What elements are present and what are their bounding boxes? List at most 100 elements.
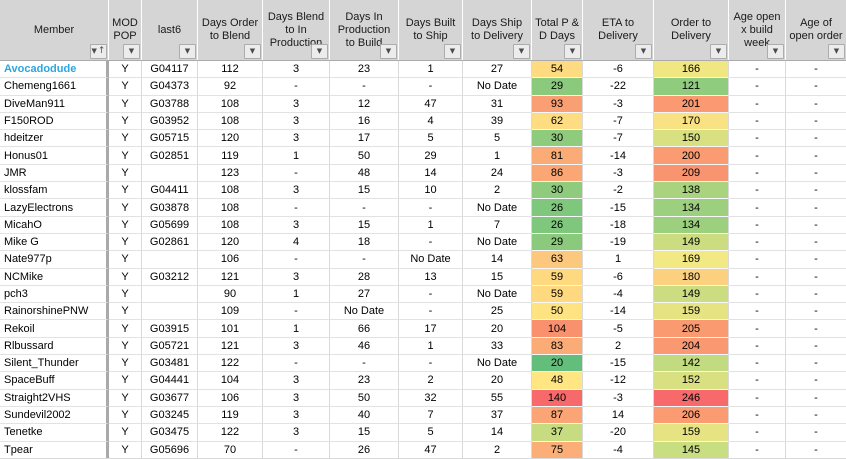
cell-total_pd[interactable]: 83 — [532, 337, 583, 356]
cell-blend_prod[interactable]: 3 — [263, 337, 330, 356]
cell-age_build[interactable]: - — [729, 182, 786, 200]
cell-blend_prod[interactable]: - — [263, 164, 330, 183]
cell-last6[interactable]: G03788 — [142, 95, 198, 113]
cell-age_order[interactable]: - — [786, 424, 846, 442]
cell-built_ship[interactable]: 32 — [399, 389, 463, 407]
cell-mod_pop[interactable]: Y — [109, 199, 142, 217]
cell-last6[interactable]: G04411 — [142, 182, 198, 200]
cell-ship_deliv[interactable]: 27 — [463, 61, 532, 79]
cell-ship_deliv[interactable]: 31 — [463, 95, 532, 113]
filter-button-age_build[interactable]: ▼ — [767, 44, 784, 59]
cell-blend_prod[interactable]: 3 — [263, 389, 330, 407]
cell-total_pd[interactable]: 30 — [532, 130, 583, 148]
cell-order_blend[interactable]: 108 — [198, 199, 263, 217]
cell-prod_build[interactable]: - — [330, 251, 399, 269]
cell-member[interactable]: Silent_Thunder — [0, 355, 109, 373]
cell-last6[interactable]: G05699 — [142, 216, 198, 234]
cell-blend_prod[interactable]: 3 — [263, 182, 330, 200]
cell-total_pd[interactable]: 62 — [532, 112, 583, 131]
cell-built_ship[interactable]: 4 — [399, 112, 463, 131]
cell-member[interactable]: klossfam — [0, 182, 109, 200]
cell-order_blend[interactable]: 120 — [198, 233, 263, 252]
cell-built_ship[interactable]: 5 — [399, 130, 463, 148]
cell-age_build[interactable]: - — [729, 389, 786, 407]
cell-blend_prod[interactable]: 3 — [263, 424, 330, 442]
cell-order_blend[interactable]: 104 — [198, 372, 263, 390]
filter-button-mod_pop[interactable]: ▼ — [123, 44, 140, 59]
cell-age_order[interactable]: - — [786, 61, 846, 79]
cell-mod_pop[interactable]: Y — [109, 251, 142, 269]
cell-order_blend[interactable]: 122 — [198, 355, 263, 373]
cell-mod_pop[interactable]: Y — [109, 233, 142, 252]
cell-prod_build[interactable]: 46 — [330, 337, 399, 356]
cell-last6[interactable] — [142, 303, 198, 321]
cell-age_order[interactable]: - — [786, 96, 846, 113]
cell-eta[interactable]: 2 — [583, 337, 654, 356]
cell-order_blend[interactable]: 108 — [198, 182, 263, 200]
cell-prod_build[interactable]: 48 — [330, 164, 399, 183]
cell-built_ship[interactable]: - — [399, 285, 463, 304]
cell-ship_deliv[interactable]: No Date — [463, 78, 532, 96]
cell-order_deliv[interactable]: 170 — [654, 112, 729, 131]
cell-blend_prod[interactable]: 1 — [263, 320, 330, 338]
cell-member[interactable]: Honus01 — [0, 147, 109, 165]
cell-age_build[interactable]: - — [729, 372, 786, 390]
cell-eta[interactable]: -6 — [583, 268, 654, 286]
cell-blend_prod[interactable]: 3 — [263, 95, 330, 113]
cell-order_deliv[interactable]: 145 — [654, 441, 729, 458]
cell-age_build[interactable]: - — [729, 78, 786, 96]
cell-mod_pop[interactable]: Y — [109, 406, 142, 425]
filter-button-blend_prod[interactable]: ▼ — [311, 44, 328, 59]
cell-member[interactable]: Mike G — [0, 233, 109, 252]
filter-button-eta[interactable]: ▼ — [635, 44, 652, 59]
cell-mod_pop[interactable]: Y — [109, 61, 142, 79]
cell-total_pd[interactable]: 59 — [532, 285, 583, 304]
cell-blend_prod[interactable]: 3 — [263, 130, 330, 148]
cell-order_blend[interactable]: 112 — [198, 61, 263, 79]
cell-member[interactable]: JMR — [0, 164, 109, 183]
cell-order_deliv[interactable]: 159 — [654, 303, 729, 321]
cell-ship_deliv[interactable]: No Date — [463, 355, 532, 373]
cell-member[interactable]: Chemeng1661 — [0, 78, 109, 96]
cell-mod_pop[interactable]: Y — [109, 164, 142, 183]
cell-total_pd[interactable]: 37 — [532, 424, 583, 442]
cell-prod_build[interactable]: 50 — [330, 147, 399, 165]
cell-prod_build[interactable]: 15 — [330, 182, 399, 200]
cell-last6[interactable]: G02851 — [142, 147, 198, 165]
cell-member[interactable]: LazyElectrons — [0, 199, 109, 217]
cell-blend_prod[interactable]: - — [263, 199, 330, 217]
cell-order_blend[interactable]: 90 — [198, 285, 263, 304]
cell-last6[interactable] — [142, 164, 198, 183]
filter-sort-button-member[interactable]: ▼ ↑ — [90, 44, 107, 59]
cell-built_ship[interactable]: - — [399, 78, 463, 96]
cell-total_pd[interactable]: 54 — [532, 61, 583, 79]
cell-order_blend[interactable]: 109 — [198, 303, 263, 321]
cell-order_blend[interactable]: 70 — [198, 441, 263, 458]
cell-last6[interactable]: G03475 — [142, 424, 198, 442]
cell-ship_deliv[interactable]: 14 — [463, 251, 532, 269]
cell-order_deliv[interactable]: 246 — [654, 389, 729, 407]
cell-mod_pop[interactable]: Y — [109, 268, 142, 286]
cell-eta[interactable]: -22 — [583, 78, 654, 96]
cell-total_pd[interactable]: 30 — [532, 182, 583, 200]
cell-built_ship[interactable]: 29 — [399, 147, 463, 165]
cell-age_build[interactable]: - — [729, 303, 786, 321]
cell-member[interactable]: Sundevil2002 — [0, 406, 109, 425]
cell-eta[interactable]: -6 — [583, 61, 654, 79]
cell-prod_build[interactable]: 15 — [330, 216, 399, 234]
cell-built_ship[interactable]: 2 — [399, 372, 463, 390]
cell-total_pd[interactable]: 48 — [532, 372, 583, 390]
cell-eta[interactable]: -5 — [583, 320, 654, 338]
cell-total_pd[interactable]: 29 — [532, 78, 583, 96]
cell-built_ship[interactable]: 17 — [399, 320, 463, 338]
cell-order_blend[interactable]: 108 — [198, 216, 263, 234]
cell-total_pd[interactable]: 86 — [532, 164, 583, 183]
filter-button-built_ship[interactable]: ▼ — [444, 44, 461, 59]
cell-mod_pop[interactable]: Y — [109, 78, 142, 96]
cell-order_deliv[interactable]: 138 — [654, 182, 729, 200]
cell-member[interactable]: Nate977p — [0, 251, 109, 269]
cell-age_build[interactable]: - — [729, 130, 786, 148]
cell-ship_deliv[interactable]: 20 — [463, 372, 532, 390]
cell-built_ship[interactable]: 10 — [399, 182, 463, 200]
cell-order_blend[interactable]: 108 — [198, 95, 263, 113]
